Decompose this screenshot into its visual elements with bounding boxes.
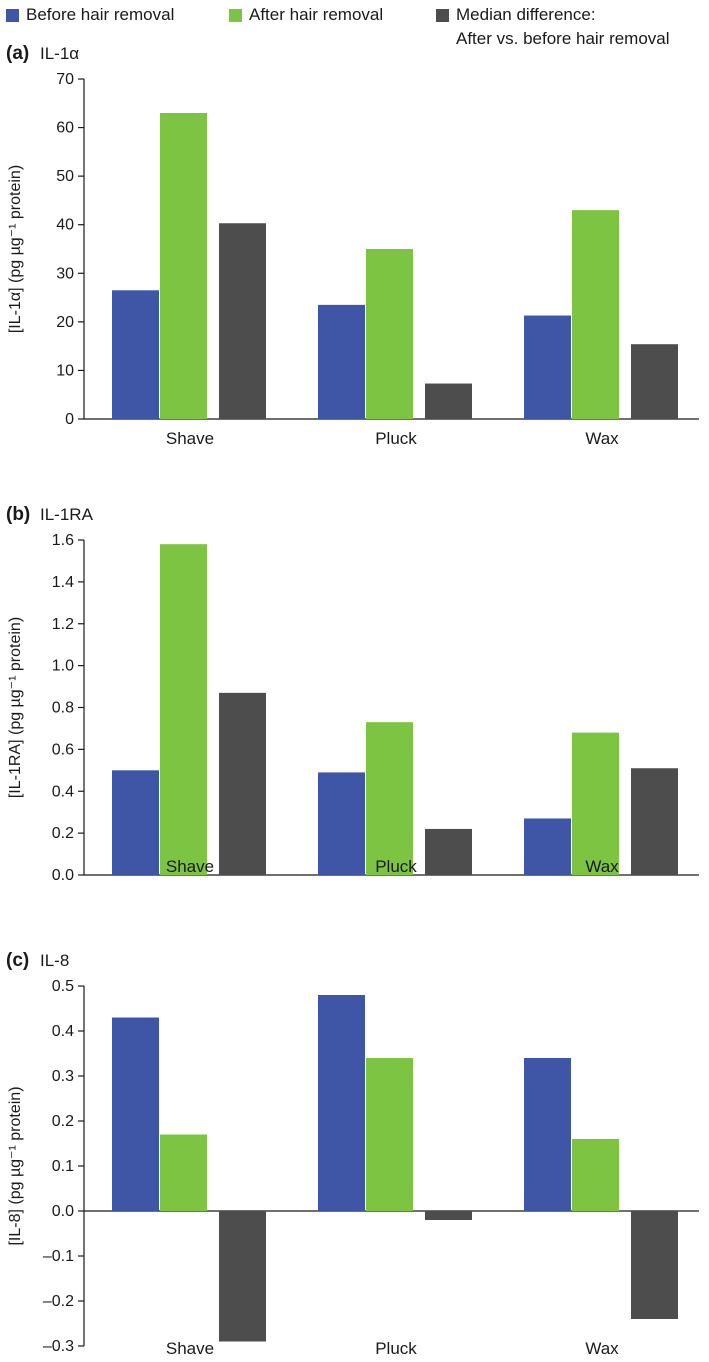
panel-c-bar-shave-after [160, 1134, 207, 1211]
panel-b-category-label-pluck: Pluck [375, 857, 417, 876]
panel-b-y-tick-label: 0.2 [52, 825, 74, 842]
panel-b-bar-shave-after [160, 544, 207, 875]
panel-b-bar-wax-median [631, 768, 678, 875]
panel-c-bar-wax-before [524, 1058, 571, 1211]
legend-swatch-after [229, 9, 242, 22]
panel-b-y-tick-label: 0.4 [52, 783, 74, 800]
panel-c-bar-wax-after [572, 1139, 619, 1211]
panel-a-y-tick-label: 0 [65, 411, 74, 428]
panel-b-bar-shave-before [112, 770, 159, 875]
panel-a-bar-pluck-before [318, 304, 365, 419]
legend-swatch-median [436, 9, 449, 22]
panel-a-bar-shave-before [112, 290, 159, 419]
panel-b-category-label-shave: Shave [166, 857, 214, 876]
panel-c-y-tick-label: –0.2 [43, 1293, 74, 1310]
panel-a-bar-wax-median [631, 344, 678, 419]
panel-b-y-axis-label: [IL-1RA] (pg µg⁻¹ protein) [7, 617, 24, 798]
panel-a-category-label-pluck: Pluck [375, 429, 417, 448]
panel-b-bar-wax-after [572, 732, 619, 875]
panel-b-y-tick-label: 1.6 [52, 532, 74, 549]
panel-a-y-tick-label: 10 [56, 362, 74, 379]
legend-label-after: After hair removal [249, 5, 384, 24]
panel-b-category-label-wax: Wax [585, 857, 619, 876]
panel-a-y-axis-label: [IL-1α] (pg µg⁻¹ protein) [7, 165, 24, 333]
panel-b-y-tick-label: 0.8 [52, 700, 74, 717]
panel-c-category-label-wax: Wax [585, 1339, 619, 1358]
panel-c-y-tick-label: 0.2 [52, 1113, 74, 1130]
panel-c-bar-shave-median [219, 1211, 266, 1342]
panel-a-y-tick-label: 60 [56, 120, 74, 137]
panel-b-bar-wax-before [524, 818, 571, 875]
panel-c-y-tick-label: 0.0 [52, 1203, 74, 1220]
legend-label-before: Before hair removal [26, 5, 175, 24]
panel-c-y-tick-label: 0.4 [52, 1023, 74, 1040]
panel-a-y-tick-label: 70 [56, 71, 74, 88]
panel-a-y-tick-label: 20 [56, 314, 74, 331]
panel-b-letter: (b) [6, 504, 30, 525]
panel-b-y-tick-label: 0.6 [52, 741, 74, 758]
panel-c-bar-pluck-median [425, 1211, 472, 1220]
panel-a-bar-shave-after [160, 113, 207, 419]
panel-a-bar-wax-after [572, 210, 619, 419]
panel-b-bar-pluck-median [425, 828, 472, 875]
panel-c-y-tick-label: 0.5 [52, 978, 74, 995]
panel-b-bar-pluck-before [318, 772, 365, 875]
panel-b-bar-pluck-after [366, 722, 413, 875]
panel-a-y-tick-label: 30 [56, 265, 74, 282]
panel-a-y-tick-label: 50 [56, 168, 74, 185]
panel-c-bar-shave-before [112, 1017, 159, 1211]
panel-a-bar-shave-median [219, 223, 266, 419]
panel-c-y-tick-label: –0.1 [43, 1248, 74, 1265]
panel-b-y-tick-label: 0.0 [52, 867, 74, 884]
panel-b-y-tick-label: 1.0 [52, 658, 74, 675]
panel-a-y-tick-label: 40 [56, 217, 74, 234]
panel-c-y-tick-label: 0.3 [52, 1068, 74, 1085]
panel-c-y-axis-label: [IL-8] (pg µg⁻¹ protein) [7, 1086, 24, 1245]
panel-c-bar-wax-median [631, 1211, 678, 1319]
panel-c-bar-pluck-before [318, 995, 365, 1211]
panel-c-letter: (c) [6, 950, 29, 971]
panel-a-category-label-shave: Shave [166, 429, 214, 448]
panel-c-bar-pluck-after [366, 1058, 413, 1211]
panel-c-category-label-shave: Shave [166, 1339, 214, 1358]
legend: Before hair removal After hair removal M… [0, 0, 709, 56]
panel-b-bar-shave-median [219, 692, 266, 875]
panel-a-letter: (a) [6, 43, 29, 64]
panel-c-y-tick-label: 0.1 [52, 1158, 74, 1175]
panel-c-category-label-pluck: Pluck [375, 1339, 417, 1358]
panel-b-title: IL-1RA [40, 505, 94, 524]
legend-label-median-line1: Median difference: [456, 5, 596, 24]
legend-label-median-line2: After vs. before hair removal [456, 29, 670, 48]
panel-c-title: IL-8 [40, 951, 69, 970]
panel-a-bar-wax-before [524, 315, 571, 419]
panel-b-y-tick-label: 1.2 [52, 616, 74, 633]
panel-b-y-tick-label: 1.4 [52, 574, 74, 591]
panel-a-title: IL-1α [40, 44, 79, 63]
panel-a-category-label-wax: Wax [585, 429, 619, 448]
panel-c-y-tick-label: –0.3 [43, 1338, 74, 1355]
panel-a-bar-pluck-median [425, 383, 472, 419]
panel-a-bar-pluck-after [366, 249, 413, 419]
legend-swatch-before [6, 9, 19, 22]
